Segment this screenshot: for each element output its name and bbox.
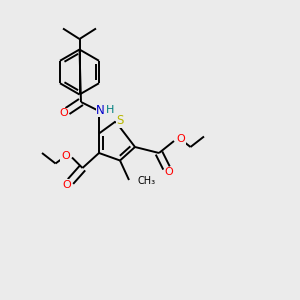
Text: O: O <box>62 179 71 190</box>
Text: O: O <box>61 151 70 161</box>
Text: O: O <box>164 167 173 177</box>
Text: H: H <box>106 105 115 116</box>
Text: CH₃: CH₃ <box>137 176 155 186</box>
Text: O: O <box>176 134 185 144</box>
Text: S: S <box>117 114 124 127</box>
Text: N: N <box>96 104 105 117</box>
Text: O: O <box>59 108 68 118</box>
